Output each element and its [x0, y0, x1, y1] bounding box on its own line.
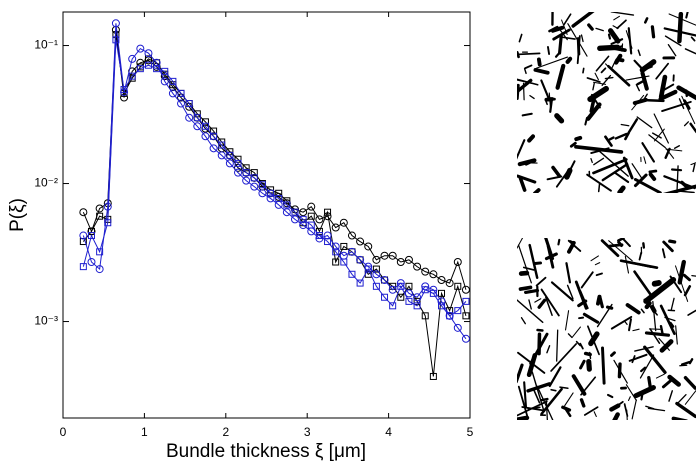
y-axis-label: P(ξ)	[7, 198, 28, 232]
fiber	[586, 353, 590, 354]
fiber	[622, 44, 623, 51]
fiber	[670, 241, 675, 242]
fiber	[650, 171, 656, 172]
y-tick-label: 10⁻³	[34, 314, 58, 328]
fiber	[686, 91, 687, 96]
y-tick-label: 10⁻¹	[34, 38, 58, 52]
fiber	[673, 419, 686, 422]
x-tick-label: 5	[467, 425, 474, 439]
x-tick-label: 1	[141, 425, 148, 439]
fiber	[610, 138, 614, 140]
y-tick-label: 10⁻²	[34, 176, 58, 190]
fiber	[655, 283, 659, 284]
micrograph-top	[506, 1, 696, 196]
fiber	[589, 362, 590, 370]
fiber	[692, 276, 696, 277]
fiber	[526, 290, 538, 292]
fiber	[603, 348, 605, 383]
fiber	[649, 378, 651, 389]
fiber	[535, 190, 539, 193]
fiber	[583, 68, 584, 72]
x-tick-label: 2	[222, 425, 229, 439]
fiber	[627, 410, 628, 426]
fiber	[557, 116, 562, 121]
fiber	[551, 390, 556, 391]
x-tick-label: 4	[385, 425, 392, 439]
x-axis-label: Bundle thickness ξ [μm]	[166, 441, 366, 462]
x-tick-label: 0	[60, 425, 67, 439]
micrograph-bottom	[508, 232, 696, 431]
fiber	[618, 59, 623, 60]
fiber	[582, 400, 584, 406]
fiber	[576, 138, 580, 139]
micrograph-bg	[517, 238, 696, 420]
fiber	[560, 35, 562, 53]
fiber	[535, 263, 540, 264]
fiber	[579, 318, 583, 319]
fiber	[568, 59, 571, 62]
fiber	[609, 35, 610, 39]
fiber	[652, 27, 653, 37]
fiber	[521, 287, 531, 289]
fiber	[529, 136, 533, 140]
plot-frame	[63, 12, 470, 418]
fiber	[542, 399, 548, 400]
fiber	[599, 184, 600, 191]
fiber	[513, 418, 527, 421]
fiber	[610, 245, 622, 246]
fiber	[539, 59, 540, 64]
fiber	[521, 273, 527, 274]
fiber	[548, 47, 549, 54]
fiber	[558, 240, 559, 245]
x-tick-label: 3	[304, 425, 311, 439]
fiber	[619, 364, 620, 377]
fiber	[645, 18, 647, 22]
fiber	[578, 39, 579, 54]
fiber	[672, 170, 681, 171]
fiber	[648, 100, 664, 101]
fiber	[524, 83, 525, 99]
fiber	[612, 353, 615, 356]
fiber	[620, 188, 624, 192]
fiber	[661, 326, 663, 334]
